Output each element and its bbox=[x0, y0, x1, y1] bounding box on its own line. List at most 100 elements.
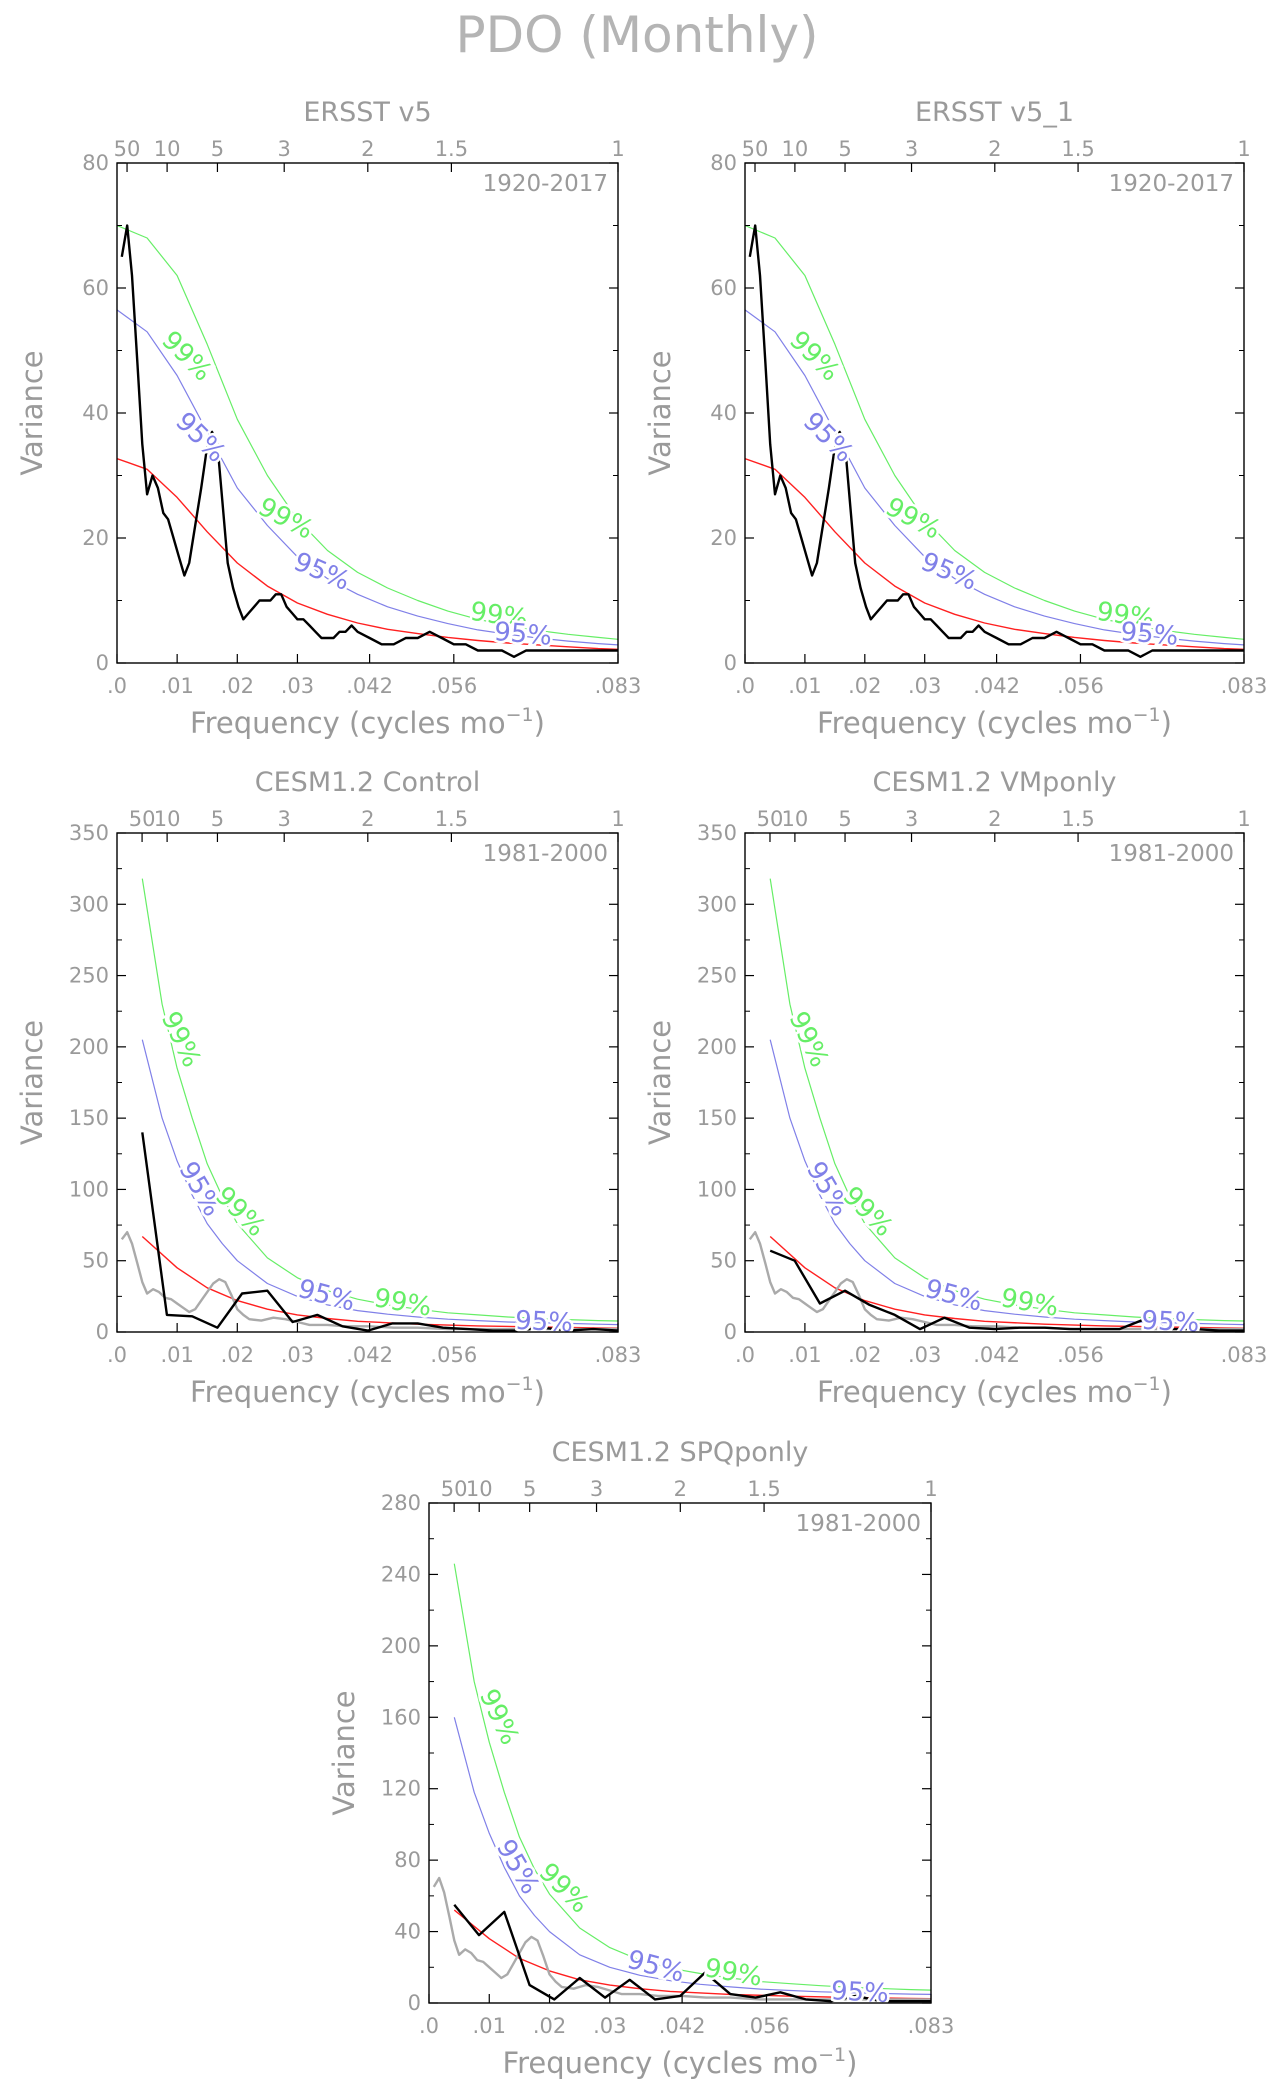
top-tick-label: 1.5 bbox=[435, 137, 468, 161]
y-tick-label: 150 bbox=[69, 1106, 109, 1130]
top-tick-label: 10 bbox=[466, 1477, 493, 1501]
x-tick-label: .03 bbox=[908, 674, 941, 698]
top-tick-label: 1 bbox=[924, 1477, 937, 1501]
ci99-label: 99% bbox=[999, 1283, 1061, 1323]
ci95-label: 95% bbox=[830, 1976, 889, 2009]
x-tick-label: .042 bbox=[973, 1343, 1020, 1367]
y-tick-label: 50 bbox=[82, 1249, 109, 1273]
x-tick-label: .01 bbox=[788, 674, 821, 698]
ci95-line bbox=[769, 1039, 1244, 1326]
top-tick-label: 2 bbox=[674, 1477, 687, 1501]
y-tick-label: 80 bbox=[394, 1848, 421, 1872]
x-tick-label: .02 bbox=[848, 1343, 881, 1367]
x-tick-label: .03 bbox=[281, 674, 314, 698]
x-tick-label: .083 bbox=[908, 2014, 955, 2038]
top-tick-label: 1.5 bbox=[747, 1477, 780, 1501]
ci95-line bbox=[745, 309, 1244, 646]
series-group bbox=[117, 224, 618, 658]
ci99-line bbox=[453, 1563, 931, 1991]
y-tick-label: 160 bbox=[381, 1705, 421, 1729]
x-tick-label: .02 bbox=[221, 674, 254, 698]
y-tick-label: 250 bbox=[697, 964, 737, 988]
y-tick-label: 40 bbox=[394, 1920, 421, 1944]
y-tick-label: 0 bbox=[96, 1320, 109, 1344]
x-tick-label: .083 bbox=[1221, 1343, 1268, 1367]
panel-title: CESM1.2 Control bbox=[255, 767, 480, 798]
top-tick-label: 50 bbox=[114, 137, 141, 161]
ci99-line bbox=[745, 224, 1244, 640]
ci99-label: 99% bbox=[783, 1007, 835, 1072]
series-group bbox=[120, 878, 618, 1332]
top-tick-label: 5 bbox=[838, 807, 851, 831]
y-tick-label: 120 bbox=[381, 1777, 421, 1801]
ci95-label: 95% bbox=[922, 1274, 986, 1318]
top-tick-label: 50 bbox=[441, 1477, 468, 1501]
y-tick-label: 50 bbox=[710, 1249, 737, 1273]
ci99-label: 99% bbox=[702, 1953, 764, 1993]
ci99-label: 99% bbox=[880, 492, 945, 546]
top-tick-label: 3 bbox=[590, 1477, 603, 1501]
x-axis-label: Frequency (cycles mo−1) bbox=[503, 2044, 858, 2080]
top-tick-label: 50 bbox=[757, 807, 784, 831]
ci99-line bbox=[141, 878, 618, 1322]
y-axis-label: Variance bbox=[15, 1020, 49, 1145]
top-tick-label: 2 bbox=[361, 807, 374, 831]
top-tick-label: 10 bbox=[782, 807, 809, 831]
ci95-label: 95% bbox=[1141, 1306, 1200, 1339]
ci95-label: 95% bbox=[514, 1306, 573, 1339]
top-tick-label: 5 bbox=[211, 137, 224, 161]
y-tick-label: 0 bbox=[408, 1991, 421, 2015]
ci95-label: 95% bbox=[289, 547, 354, 597]
period-label: 1981-2000 bbox=[483, 841, 608, 867]
x-tick-label: .083 bbox=[1221, 674, 1268, 698]
period-label: 1920-2017 bbox=[483, 171, 608, 197]
x-tick-label: .03 bbox=[908, 1343, 941, 1367]
x-tick-label: .01 bbox=[160, 1343, 193, 1367]
top-tick-label: 1 bbox=[1237, 137, 1250, 161]
x-tick-label: .03 bbox=[281, 1343, 314, 1367]
x-axis-label: Frequency (cycles mo−1) bbox=[190, 1373, 545, 1409]
y-tick-label: 20 bbox=[710, 526, 737, 550]
y-tick-label: 0 bbox=[724, 651, 737, 675]
ci95-label: 95% bbox=[916, 547, 981, 597]
y-axis-label: Variance bbox=[15, 350, 49, 475]
x-tick-label: .02 bbox=[221, 1343, 254, 1367]
x-axis-label: Frequency (cycles mo−1) bbox=[817, 1373, 1172, 1409]
top-tick-label: 1.5 bbox=[435, 807, 468, 831]
y-tick-label: 300 bbox=[697, 892, 737, 916]
top-tick-label: 1 bbox=[1237, 807, 1250, 831]
ci99-line bbox=[769, 878, 1244, 1322]
top-tick-label: 2 bbox=[988, 137, 1001, 161]
spectrum-line bbox=[141, 1132, 618, 1332]
x-tick-label: .056 bbox=[743, 2014, 790, 2038]
x-axis-label: Frequency (cycles mo−1) bbox=[817, 704, 1172, 740]
top-tick-label: 1.5 bbox=[1061, 807, 1094, 831]
x-tick-label: .042 bbox=[973, 674, 1020, 698]
top-tick-label: 1 bbox=[611, 137, 624, 161]
y-tick-label: 80 bbox=[82, 151, 109, 175]
y-axis-label: Variance bbox=[643, 350, 677, 475]
x-tick-label: .0 bbox=[735, 1343, 755, 1367]
y-tick-label: 150 bbox=[697, 1106, 737, 1130]
top-tick-label: 2 bbox=[361, 137, 374, 161]
spectrum-line bbox=[748, 224, 1244, 658]
x-tick-label: .0 bbox=[107, 674, 127, 698]
y-tick-label: 40 bbox=[710, 401, 737, 425]
x-tick-label: .01 bbox=[473, 2014, 506, 2038]
x-tick-label: .02 bbox=[533, 2014, 566, 2038]
top-tick-label: 3 bbox=[278, 807, 291, 831]
top-tick-label: 50 bbox=[742, 137, 769, 161]
x-tick-label: .083 bbox=[595, 674, 642, 698]
y-tick-label: 0 bbox=[724, 1320, 737, 1344]
panel-title: CESM1.2 SPQponly bbox=[552, 1437, 809, 1468]
period-label: 1981-2000 bbox=[796, 1511, 921, 1537]
ci99-label: 99% bbox=[253, 492, 318, 546]
y-tick-label: 60 bbox=[710, 276, 737, 300]
top-tick-label: 10 bbox=[782, 137, 809, 161]
spectrum-line bbox=[120, 224, 618, 658]
top-tick-label: 5 bbox=[523, 1477, 536, 1501]
x-tick-label: .03 bbox=[593, 2014, 626, 2038]
x-tick-label: .0 bbox=[419, 2014, 439, 2038]
plot-frame bbox=[116, 832, 619, 1333]
